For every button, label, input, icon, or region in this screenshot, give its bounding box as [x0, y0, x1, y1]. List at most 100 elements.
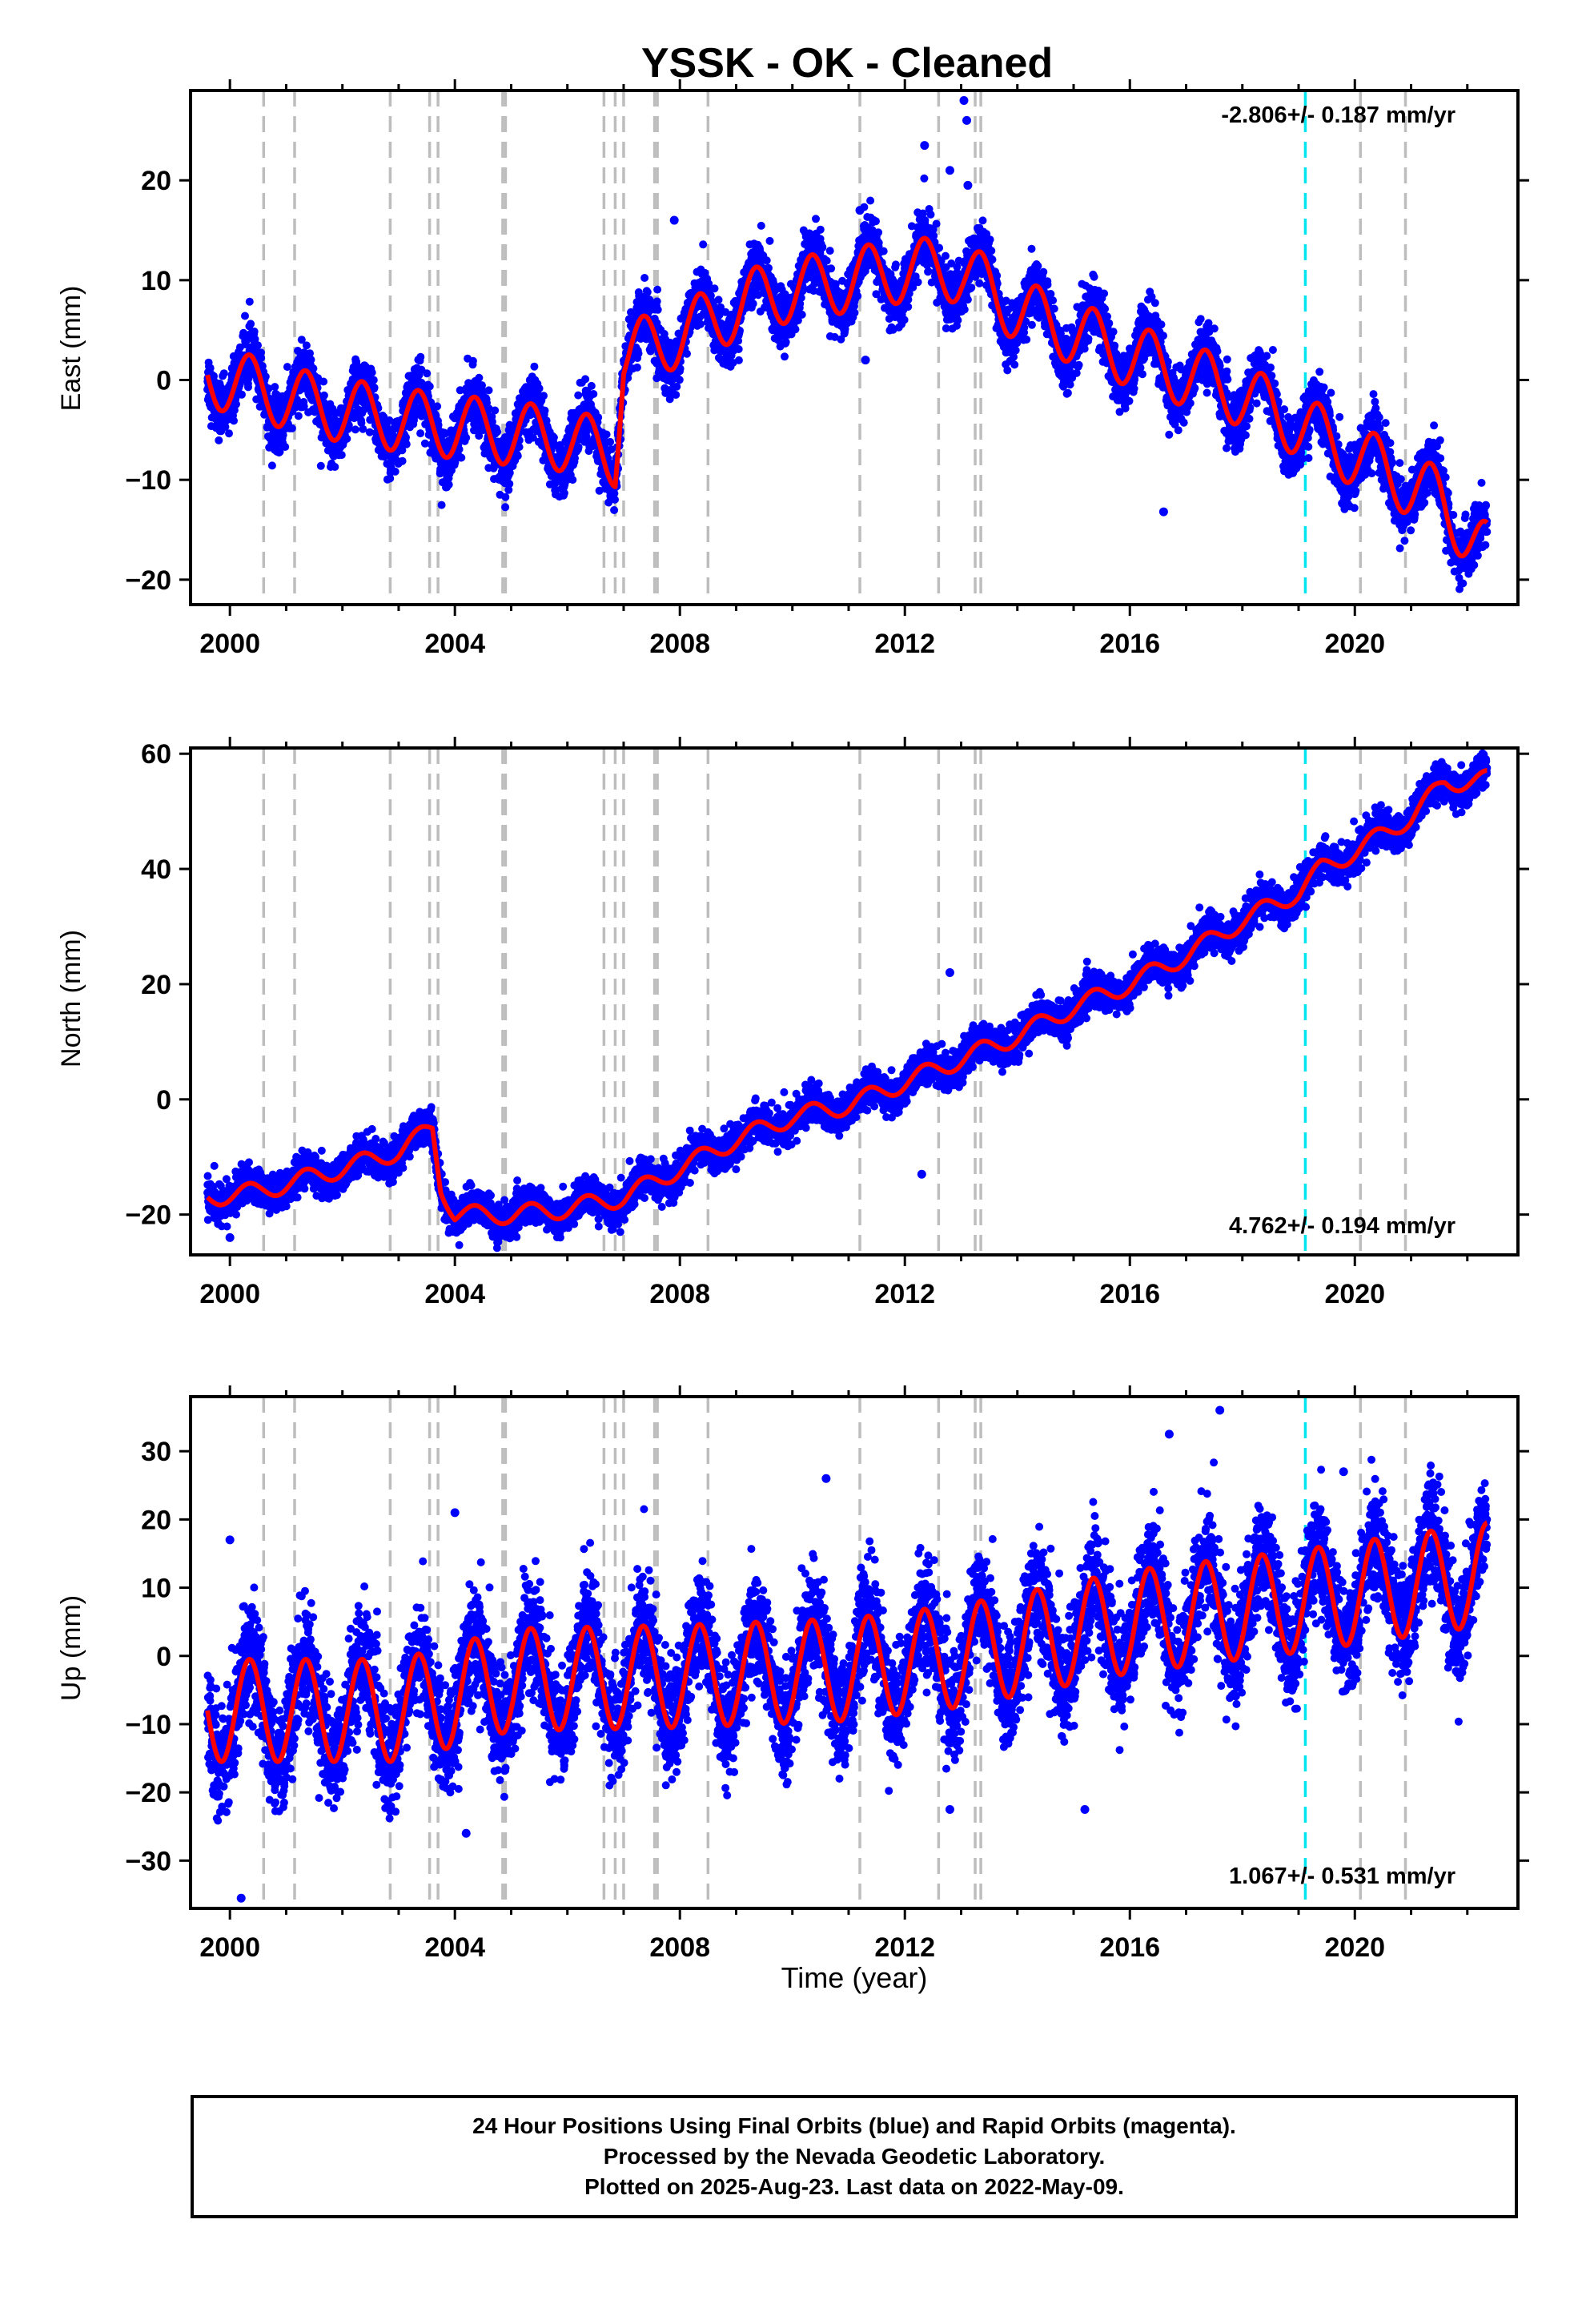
data-point — [271, 383, 279, 392]
data-point — [402, 433, 410, 441]
data-point — [734, 356, 743, 364]
data-point — [219, 369, 228, 378]
data-point — [900, 316, 909, 324]
data-point — [913, 278, 922, 287]
data-point — [1027, 244, 1036, 253]
data-point — [975, 279, 984, 287]
data-point — [987, 247, 996, 255]
data-point — [416, 352, 425, 361]
data-point — [699, 240, 708, 249]
data-point — [797, 310, 806, 319]
data-point — [634, 349, 643, 358]
data-point — [874, 239, 883, 247]
data-point — [1011, 346, 1020, 355]
data-point — [250, 328, 259, 336]
data-point — [484, 386, 493, 395]
data-point — [791, 325, 800, 334]
data-point — [589, 390, 598, 398]
data-point — [535, 384, 544, 392]
data-point — [757, 221, 765, 230]
data-point — [853, 292, 862, 300]
data-point — [501, 493, 510, 501]
data-point — [257, 354, 266, 362]
data-point — [437, 501, 446, 509]
data-point — [238, 390, 246, 399]
data-point — [606, 437, 615, 446]
data-point — [749, 300, 757, 308]
data-point — [765, 236, 774, 245]
data-point — [462, 433, 471, 442]
data-point — [513, 452, 522, 460]
data-point — [331, 463, 339, 471]
data-point — [433, 402, 442, 411]
data-point — [954, 316, 962, 324]
data-point — [316, 461, 325, 470]
data-point — [568, 476, 577, 485]
data-point — [643, 287, 652, 296]
data-point — [540, 392, 548, 400]
data-point — [879, 247, 888, 255]
data-point — [281, 443, 290, 451]
data-point — [319, 391, 328, 400]
data-point — [402, 440, 411, 448]
data-point — [872, 217, 880, 226]
data-point — [247, 320, 255, 328]
data-point — [866, 196, 875, 205]
data-point — [812, 215, 820, 223]
data-point — [675, 376, 684, 384]
data-point — [230, 416, 238, 425]
data-point — [267, 461, 276, 470]
data-point — [549, 433, 558, 442]
data-point — [942, 251, 950, 260]
data-point — [683, 349, 691, 358]
data-point — [309, 364, 318, 373]
data-point — [351, 425, 359, 434]
data-point — [359, 424, 367, 433]
data-point — [978, 216, 987, 225]
data-point — [225, 429, 233, 438]
data-point — [307, 356, 315, 364]
data-point — [468, 356, 477, 365]
data-point — [254, 341, 262, 350]
data-point — [574, 391, 583, 400]
data-point — [501, 503, 510, 512]
data-point — [319, 377, 328, 386]
data-point — [632, 363, 641, 372]
data-point — [493, 428, 502, 436]
data-point — [530, 362, 539, 371]
data-point — [369, 376, 378, 384]
data-point — [581, 375, 590, 384]
data-point — [988, 255, 997, 264]
data-point — [781, 338, 790, 346]
data-point — [1022, 336, 1031, 344]
data-point — [672, 391, 681, 399]
data-point — [602, 430, 611, 439]
data-point — [921, 216, 930, 224]
data-point — [232, 400, 240, 408]
data-point — [762, 256, 771, 265]
data-point — [287, 424, 296, 432]
data-point — [653, 285, 662, 294]
data-point — [932, 219, 941, 228]
data-point — [697, 320, 705, 328]
data-point — [653, 305, 662, 314]
data-point — [423, 369, 432, 378]
data-point — [920, 174, 929, 183]
data-point — [251, 335, 259, 344]
data-point — [540, 406, 549, 415]
data-point — [610, 506, 619, 514]
data-point — [210, 372, 218, 380]
data-point — [416, 429, 425, 438]
data-point — [574, 443, 583, 452]
data-point — [370, 384, 379, 392]
east-points — [203, 95, 1492, 593]
data-point — [652, 297, 661, 306]
data-point — [221, 423, 230, 431]
data-point — [993, 271, 1002, 280]
data-point — [818, 243, 827, 251]
data-point — [587, 381, 596, 390]
data-point — [827, 264, 836, 273]
data-point — [960, 305, 969, 314]
data-point — [475, 373, 484, 382]
